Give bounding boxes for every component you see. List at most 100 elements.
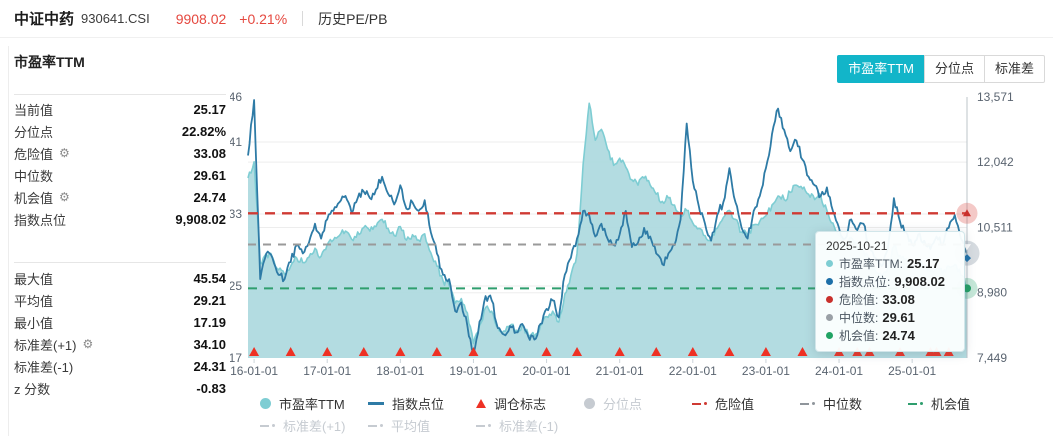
stat-value-std-minus1: 24.31 xyxy=(193,358,226,374)
stat-label-min: 最小值 xyxy=(14,313,53,332)
opportunity-badge-dot xyxy=(963,284,971,293)
legend-item-index-point[interactable]: 指数点位 xyxy=(368,394,468,413)
index-price: 9908.02 xyxy=(175,10,227,27)
dot xyxy=(380,424,383,427)
legend-item-median[interactable]: 中位数 xyxy=(800,394,900,413)
gear-icon[interactable]: ⚙ xyxy=(59,190,70,204)
legend-item-pe-ttm[interactable]: 市盈率TTM xyxy=(260,394,360,413)
legend-item-percentile[interactable]: 分位点 xyxy=(584,394,684,413)
dot xyxy=(812,402,815,405)
rebalance-marker-icon[interactable] xyxy=(358,347,369,356)
index-code: 930641.CSI xyxy=(81,11,150,26)
stat-value-danger: 33.08 xyxy=(193,145,226,161)
dot xyxy=(920,402,923,405)
tooltip-label: 机会值: xyxy=(839,328,879,343)
right-axis-tick-label: 8,980 xyxy=(977,286,1007,300)
section-title: 历史PE/PB xyxy=(318,10,388,27)
legend-item-std-minus1[interactable]: 标准差(-1) xyxy=(476,416,576,435)
tab-std[interactable]: 标准差 xyxy=(983,55,1045,83)
stat-row-std-plus1: 标准差(+1) ⚙ 34.10 xyxy=(14,333,226,355)
header: 中证中药 930641.CSI 9908.02 +0.21% 历史PE/PB xyxy=(0,0,1053,38)
x-axis-tick-label: 16-01-01 xyxy=(230,364,278,378)
dash xyxy=(368,424,377,427)
stat-label-percentile: 分位点 xyxy=(14,122,53,141)
stats-group-historical: 最大值 45.54 平均值 29.21 最小值 17.19 标准差(+1) ⚙ 34.10 标准差… xyxy=(14,262,226,399)
x-axis-tick-label: 24-01-01 xyxy=(815,364,863,378)
pe-ttm-area-series xyxy=(248,103,967,358)
stat-row-min: 最小值 17.19 xyxy=(14,311,226,333)
tooltip-value: 9,908.02 xyxy=(894,273,945,289)
tooltip-row-median: 中位数: 29.61 xyxy=(826,308,954,326)
rebalance-marker-icon[interactable] xyxy=(724,347,735,356)
rebalance-marker-icon[interactable] xyxy=(651,347,662,356)
stat-label-text: 最大值 xyxy=(14,271,54,287)
rebalance-marker-icon[interactable] xyxy=(322,347,333,356)
index-point-legend-marker xyxy=(368,402,384,405)
stat-row-mean: 平均值 29.21 xyxy=(14,289,226,311)
stat-label-z-score: z 分数 xyxy=(14,379,50,398)
median-legend-marker xyxy=(800,402,815,405)
legend-item-mean[interactable]: 平均值 xyxy=(368,416,468,435)
x-axis-tick-label: 25-01-01 xyxy=(888,364,936,378)
legend-item-rebalance[interactable]: 调仓标志 xyxy=(476,394,576,413)
tooltip-label: 危险值: xyxy=(839,292,879,307)
tooltip-value: 33.08 xyxy=(882,291,915,307)
danger-legend-marker xyxy=(692,402,707,405)
gear-icon[interactable]: ⚙ xyxy=(82,337,94,351)
legend-label: 调仓标志 xyxy=(494,397,547,412)
rebalance-marker-icon[interactable] xyxy=(285,347,296,356)
rebalance-marker-icon[interactable] xyxy=(687,347,698,356)
mean-legend-marker xyxy=(368,424,383,427)
dash xyxy=(260,424,269,427)
stat-label-text: 危险值 xyxy=(14,146,54,162)
tab-pe-ttm[interactable]: 市盈率TTM xyxy=(837,55,925,83)
stat-label-text: z 分数 xyxy=(14,381,51,397)
stat-row-percentile: 分位点 22.82% xyxy=(14,120,226,142)
dot xyxy=(488,424,491,427)
gear-icon[interactable]: ⚙ xyxy=(59,146,70,160)
stat-label-current: 当前值 xyxy=(14,100,53,119)
rebalance-marker-icon[interactable] xyxy=(249,347,260,356)
header-divider xyxy=(302,11,304,26)
tooltip-value: 29.61 xyxy=(882,309,915,325)
legend-label: 指数点位 xyxy=(392,397,445,412)
stat-label-text: 标准差(-1) xyxy=(14,359,74,375)
tooltip-value: 25.17 xyxy=(907,255,940,271)
std-plus1-legend-marker xyxy=(260,424,275,427)
rebalance-marker-icon[interactable] xyxy=(572,347,583,356)
stat-value-mean: 29.21 xyxy=(193,292,226,308)
stat-value-max: 45.54 xyxy=(193,270,226,286)
x-axis-tick-label: 20-01-01 xyxy=(523,364,571,378)
legend-item-opportunity[interactable]: 机会值 xyxy=(908,394,1008,413)
x-axis-tick-label: 18-01-01 xyxy=(376,364,424,378)
chart-legend: 市盈率TTM 指数点位 调仓标志 分位点 危险值 中位数 机会值标准差(+1) 平均值 标准差(… xyxy=(260,394,1040,438)
rebalance-marker-icon[interactable] xyxy=(797,347,808,356)
tooltip-dot-pe-ttm xyxy=(826,259,833,267)
left-axis-tick-label: 33 xyxy=(230,207,242,221)
rebalance-marker-icon[interactable] xyxy=(614,347,625,356)
left-axis-tick-label: 41 xyxy=(230,135,242,149)
legend-item-danger[interactable]: 危险值 xyxy=(692,394,792,413)
left-axis-tick-label: 25 xyxy=(230,279,242,293)
rebalance-marker-icon[interactable] xyxy=(505,347,516,356)
chart-tooltip: 2025-10-21 市盈率TTM: 25.17 指数点位: 9,908.02 危险值:… xyxy=(815,231,965,352)
legend-item-std-plus1[interactable]: 标准差(+1) xyxy=(260,416,360,435)
stat-row-danger: 危险值 ⚙ 33.08 xyxy=(14,142,226,164)
left-axis-tick-label: 46 xyxy=(230,90,242,104)
stat-label-std-plus1: 标准差(+1) ⚙ xyxy=(14,335,93,354)
index-name: 中证中药 xyxy=(14,11,75,28)
right-axis-tick-label: 7,449 xyxy=(977,351,1007,365)
stats-panel: 市盈率TTM 当前值 25.17 分位点 22.82% 危险值 ⚙ 33.08 中位数 29.6… xyxy=(14,52,226,399)
stat-value-index-point: 9,908.02 xyxy=(175,211,226,227)
rebalance-marker-icon[interactable] xyxy=(431,347,442,356)
rebalance-marker-icon[interactable] xyxy=(541,347,552,356)
rebalance-marker-icon[interactable] xyxy=(760,347,771,356)
rebalance-marker-icon[interactable] xyxy=(468,347,479,356)
tab-percentile[interactable]: 分位点 xyxy=(923,55,985,83)
rebalance-marker-icon[interactable] xyxy=(395,347,406,356)
stat-row-std-minus1: 标准差(-1) 24.31 xyxy=(14,355,226,377)
right-axis-tick-label: 12,042 xyxy=(977,155,1014,169)
stat-row-z-score: z 分数 -0.83 xyxy=(14,377,226,399)
stat-label-max: 最大值 xyxy=(14,269,53,288)
legend-label: 标准差(+1) xyxy=(283,419,346,434)
